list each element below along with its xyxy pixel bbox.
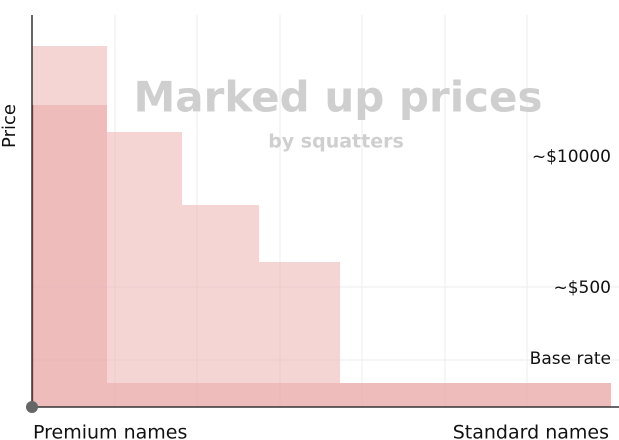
title: Marked up prices [134, 73, 543, 122]
step [107, 383, 611, 407]
grid [32, 15, 619, 407]
step [32, 46, 107, 407]
subtitle: by squatters [268, 131, 404, 153]
x-axis-end: Standard names [453, 422, 609, 440]
step [182, 205, 259, 383]
x-axis-start: Premium names [33, 422, 187, 440]
y-axis-label: Price [0, 104, 20, 148]
origin-dot [26, 401, 38, 413]
step [107, 383, 611, 407]
step [107, 132, 182, 383]
annotation: ~$500 [553, 278, 611, 298]
step [32, 105, 107, 407]
price-steps [32, 46, 611, 407]
annotation: Base rate [530, 349, 611, 369]
annotation: ~$10000 [532, 147, 611, 167]
step [259, 262, 340, 383]
